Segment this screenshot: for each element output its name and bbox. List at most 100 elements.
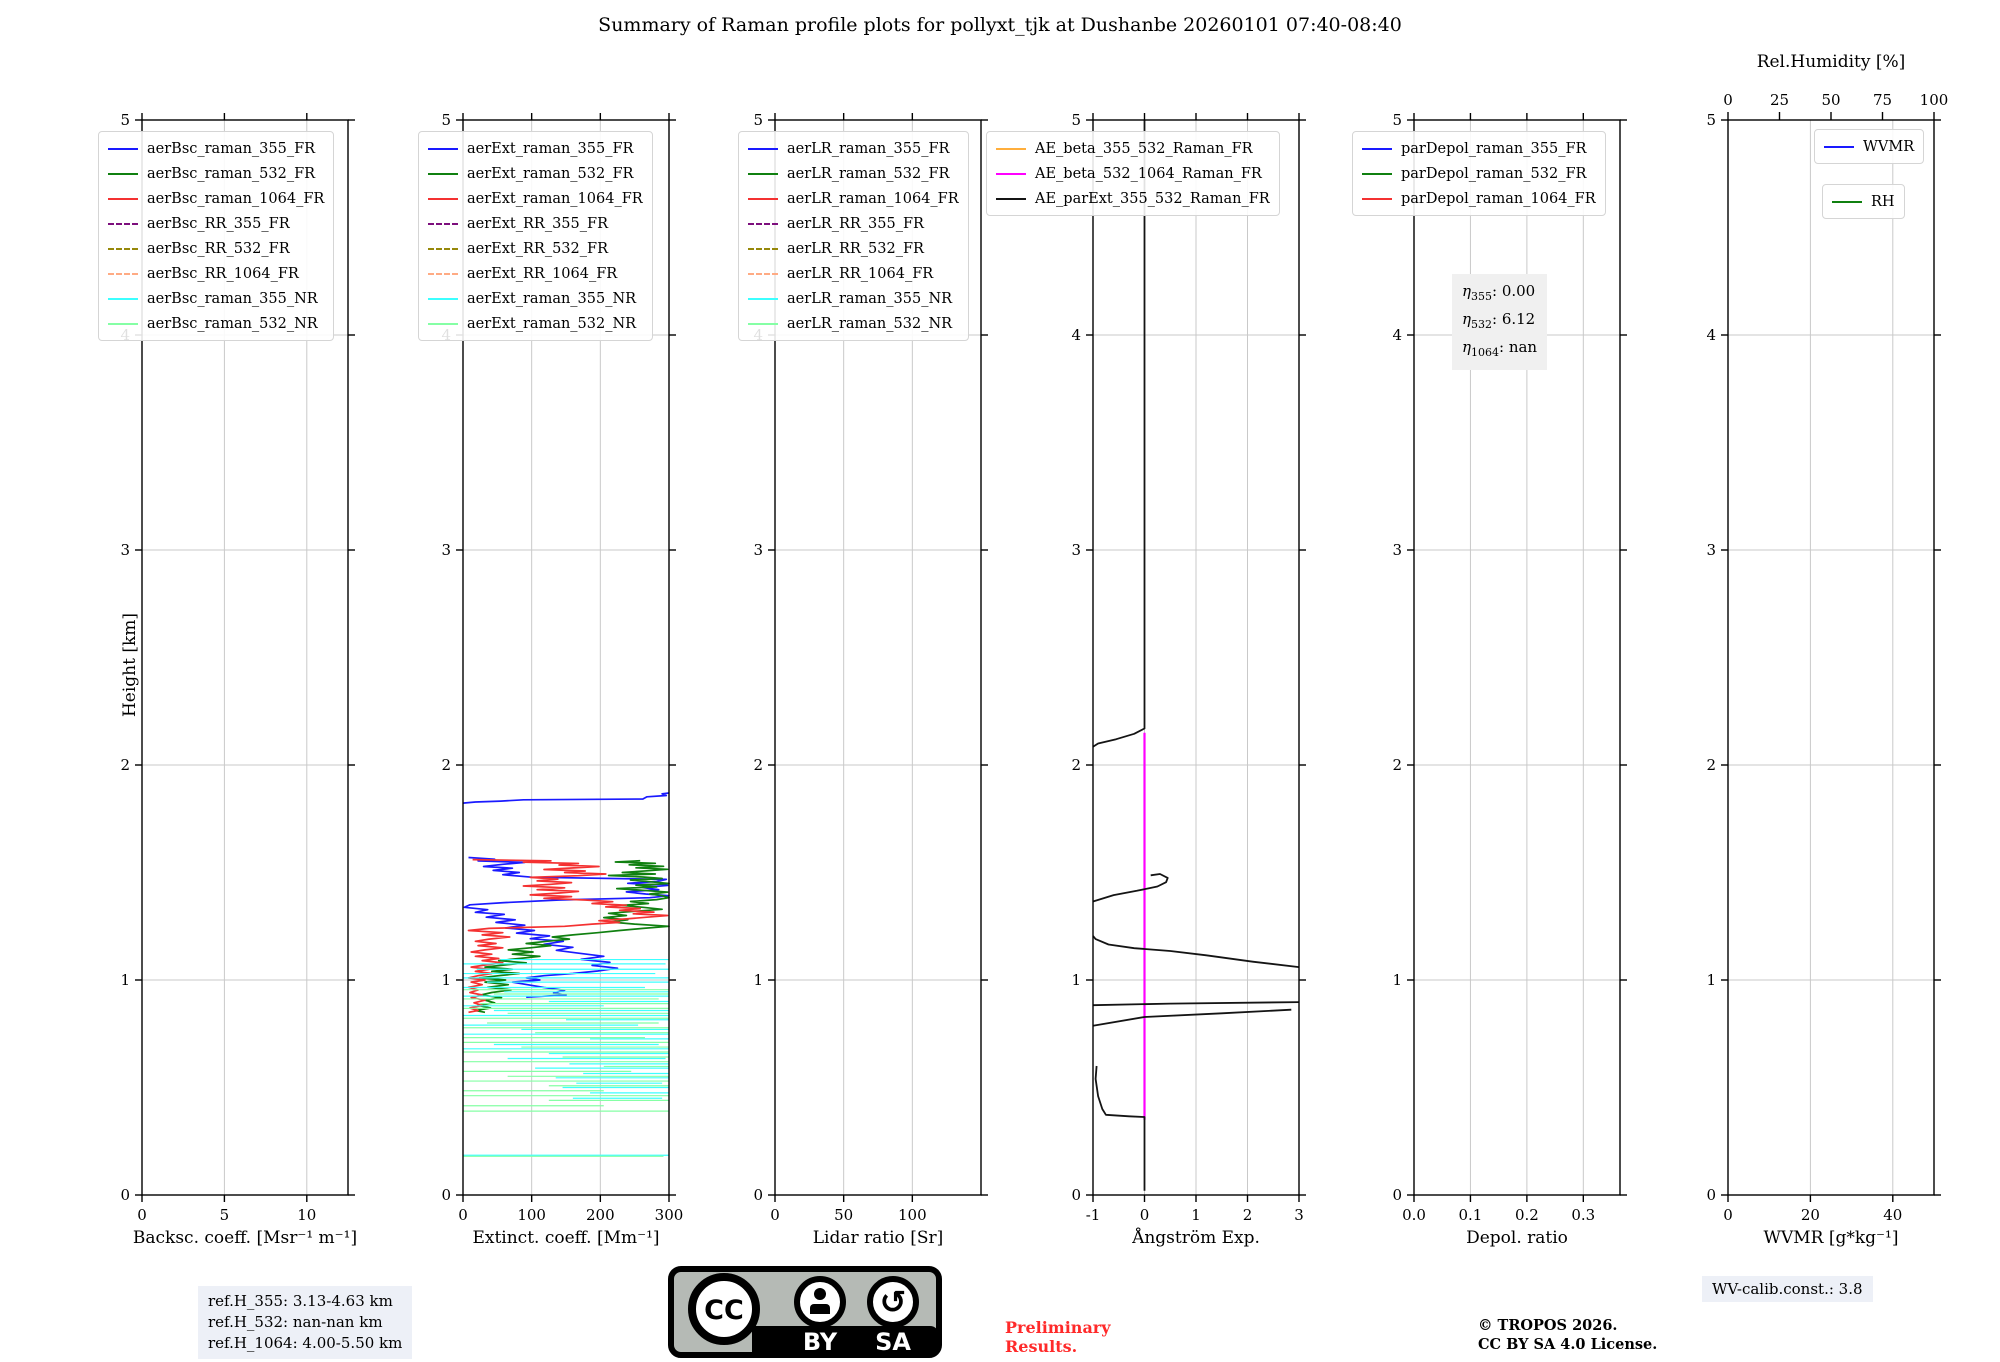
- svg-text:5: 5: [220, 1206, 230, 1224]
- legend-entry: aerLR_raman_532_NR: [748, 311, 959, 336]
- legend-label: aerBsc_RR_355_FR: [147, 215, 290, 232]
- legend-label: aerExt_RR_355_FR: [467, 215, 608, 232]
- svg-text:0: 0: [458, 1206, 468, 1224]
- legend-entry: aerExt_RR_1064_FR: [428, 261, 643, 286]
- legend-entry: aerBsc_raman_532_NR: [108, 311, 324, 336]
- legend-label: AE_beta_355_532_Raman_FR: [1035, 140, 1253, 157]
- x-axis-label-extinction: Extinct. coeff. [Mm⁻¹]: [472, 1228, 660, 1248]
- svg-text:3: 3: [441, 541, 451, 559]
- svg-text:1: 1: [1392, 971, 1402, 989]
- legend-label: aerExt_raman_532_FR: [467, 165, 634, 182]
- legend-entry: aerLR_raman_355_NR: [748, 286, 959, 311]
- svg-text:3: 3: [1392, 541, 1402, 559]
- legend-label: aerExt_raman_355_FR: [467, 140, 634, 157]
- legend-line-sample: [748, 172, 778, 175]
- wv-calibration-annotation: WV-calib.const.: 3.8: [1702, 1276, 1873, 1302]
- eta-532: η532: 6.12: [1462, 310, 1536, 331]
- svg-text:-1: -1: [1086, 1206, 1101, 1224]
- legend-line-sample: [1362, 147, 1392, 150]
- legend-label: parDepol_raman_1064_FR: [1401, 190, 1596, 207]
- svg-text:5: 5: [1392, 111, 1402, 129]
- svg-text:2: 2: [120, 756, 130, 774]
- legend-entry: AE_parExt_355_532_Raman_FR: [996, 186, 1270, 211]
- panel-wvmr: 0 20 40 0 1 2 3 4 5 0 25 50 75 100: [1706, 91, 1948, 1224]
- legend-line-sample: [108, 322, 138, 325]
- legend-line-sample: [748, 272, 778, 275]
- legend-entry: aerBsc_raman_355_NR: [108, 286, 324, 311]
- legend-label: aerBsc_raman_355_FR: [147, 140, 316, 157]
- legend-entry: aerLR_raman_532_FR: [748, 161, 959, 186]
- legend-label: aerExt_raman_1064_FR: [467, 190, 643, 207]
- svg-text:0: 0: [120, 1186, 130, 1204]
- badge-bottom-strip: [752, 1326, 939, 1355]
- svg-text:5: 5: [1706, 111, 1716, 129]
- legend-line-sample: [108, 172, 138, 175]
- cc-by-sa-badge: CC ↺ BY SA: [668, 1266, 942, 1362]
- extinction-plot: 0100200300012345: [441, 111, 683, 1224]
- x-axis-label-angstroem: Ångström Exp.: [1132, 1228, 1260, 1248]
- svg-text:5: 5: [441, 111, 451, 129]
- legend-line-sample: [996, 147, 1026, 150]
- legend-entry: aerLR_RR_355_FR: [748, 211, 959, 236]
- legend-entry: parDepol_raman_355_FR: [1362, 136, 1596, 161]
- svg-text:3: 3: [120, 541, 130, 559]
- svg-text:3: 3: [1706, 541, 1716, 559]
- svg-text:1: 1: [1706, 971, 1716, 989]
- svg-text:0: 0: [1140, 1206, 1150, 1224]
- legend-line-sample: [428, 247, 458, 250]
- reference-height-annotation: ref.H_355: 3.13-4.63 km ref.H_532: nan-n…: [198, 1286, 413, 1359]
- legend-line-sample: [1362, 172, 1392, 175]
- cc-logo-icon: [688, 1273, 760, 1345]
- svg-text:1: 1: [441, 971, 451, 989]
- svg-text:2: 2: [1071, 756, 1081, 774]
- ref-h-532: ref.H_532: nan-nan km: [208, 1313, 383, 1331]
- svg-text:0.0: 0.0: [1402, 1206, 1426, 1224]
- svg-text:1: 1: [1071, 971, 1081, 989]
- legend-line-sample: [748, 322, 778, 325]
- legend-line-sample: [428, 297, 458, 300]
- legend-line-sample: [108, 222, 138, 225]
- x-axis-label-backscatter: Backsc. coeff. [Msr⁻¹ m⁻¹]: [132, 1228, 358, 1248]
- svg-text:0.3: 0.3: [1571, 1206, 1595, 1224]
- svg-text:1: 1: [120, 971, 130, 989]
- svg-text:0: 0: [770, 1206, 780, 1224]
- svg-text:2: 2: [1706, 756, 1716, 774]
- legend-label: aerBsc_RR_1064_FR: [147, 265, 299, 282]
- cc-sa-label: SA: [875, 1328, 911, 1356]
- svg-text:75: 75: [1873, 91, 1892, 109]
- svg-text:200: 200: [586, 1206, 615, 1224]
- svg-text:100: 100: [517, 1206, 546, 1224]
- cc-by-label: BY: [803, 1328, 838, 1356]
- svg-text:50: 50: [1821, 91, 1840, 109]
- legend-line-sample: [108, 247, 138, 250]
- svg-text:0: 0: [1392, 1186, 1402, 1204]
- svg-text:0: 0: [753, 1186, 763, 1204]
- svg-text:300: 300: [655, 1206, 684, 1224]
- legend-wvmr: WVMR: [1814, 129, 1925, 164]
- x-axis-label-depol-ratio: Depol. ratio: [1466, 1228, 1568, 1248]
- eta-355: η355: 0.00: [1462, 282, 1536, 303]
- svg-text:50: 50: [834, 1206, 853, 1224]
- legend-label: aerBsc_RR_532_FR: [147, 240, 290, 257]
- svg-text:2: 2: [1392, 756, 1402, 774]
- tropos-copyright: © TROPOS 2026. CC BY SA 4.0 License.: [1478, 1317, 1658, 1353]
- legend-line-sample: [428, 197, 458, 200]
- legend-line-sample: [996, 197, 1026, 200]
- top-axis-label-rel-humidity: Rel.Humidity [%]: [1756, 52, 1906, 72]
- legend-entry: WVMR: [1824, 134, 1914, 159]
- legend-line-sample: [108, 272, 138, 275]
- svg-text:2: 2: [753, 756, 763, 774]
- legend-line-sample: [428, 272, 458, 275]
- svg-text:5: 5: [120, 111, 130, 129]
- svg-text:3: 3: [753, 541, 763, 559]
- svg-text:2: 2: [1243, 1206, 1253, 1224]
- ref-h-1064: ref.H_1064: 4.00-5.50 km: [208, 1334, 403, 1352]
- legend-entry: AE_beta_355_532_Raman_FR: [996, 136, 1270, 161]
- svg-text:0: 0: [1071, 1186, 1081, 1204]
- legend-label: aerExt_RR_532_FR: [467, 240, 608, 257]
- legend-label: aerBsc_raman_1064_FR: [147, 190, 325, 207]
- legend-line-sample: [748, 247, 778, 250]
- legend-label: aerExt_raman_355_NR: [467, 290, 637, 307]
- legend-label: aerBsc_raman_532_NR: [147, 315, 318, 332]
- svg-text:40: 40: [1883, 1206, 1902, 1224]
